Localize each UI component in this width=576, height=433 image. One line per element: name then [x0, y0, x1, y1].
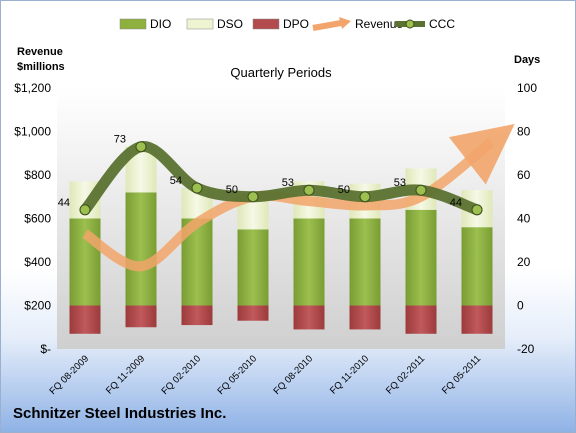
ccc-data-label: 44 [58, 197, 70, 209]
left-tick-label: $800 [24, 168, 51, 182]
legend-label-dso: DSO [217, 17, 243, 31]
dpo-bar [69, 305, 101, 334]
legend-swatch-dpo [252, 18, 280, 30]
company-name: Schnitzer Steel Industries Inc. [13, 405, 227, 422]
legend-swatch-revenue-arrowhead [339, 17, 351, 29]
left-tick-label: $600 [24, 212, 51, 226]
ccc-data-label: 50 [226, 184, 238, 196]
dpo-bar [181, 305, 213, 326]
dpo-bar [237, 305, 269, 321]
category-label: FQ 02-2010 [159, 353, 203, 397]
left-tick-label: $1,000 [14, 125, 51, 139]
category-label: FQ 05-2011 [440, 353, 483, 396]
legend-swatch-dso [186, 18, 214, 30]
ccc-data-label: 50 [338, 184, 350, 196]
legend-swatch-dio [119, 18, 147, 30]
left-tick-label: $200 [24, 299, 51, 313]
dio-bar [405, 209, 437, 306]
ccc-point [471, 204, 483, 216]
ccc-data-label: 54 [170, 175, 182, 187]
legend-label-dpo: DPO [283, 17, 309, 31]
right-tick-label: 40 [517, 212, 531, 226]
left-tick-label: $1,200 [14, 81, 51, 95]
category-label: FQ 08-2009 [47, 353, 91, 397]
category-label: FQ 05-2010 [215, 353, 259, 397]
plot-area [57, 88, 505, 349]
left-tick-label: $- [40, 342, 51, 356]
right-tick-label: -20 [517, 342, 535, 356]
lines [79, 123, 515, 272]
ccc-point [135, 141, 147, 153]
dio-bar [349, 218, 381, 306]
left-tick-label: $400 [24, 255, 51, 269]
right-tick-label: 100 [517, 81, 537, 95]
legend-label-dio: DIO [150, 17, 171, 31]
ccc-data-label: 53 [282, 177, 294, 189]
dpo-bar [125, 305, 157, 328]
legend-swatch-revenue [312, 20, 342, 31]
ccc-point [359, 191, 371, 203]
right-tick-label: 0 [517, 299, 524, 313]
category-label: FQ 11-2010 [328, 353, 371, 396]
legend-label-revenue: Revenue [355, 17, 403, 31]
chart-title: Quarterly Periods [230, 65, 332, 80]
left-axis-title: $millions [17, 61, 65, 73]
ccc-point [79, 204, 91, 216]
left-axis-title: Revenue [17, 46, 63, 58]
dpo-bar [461, 305, 493, 334]
dio-bar [237, 229, 269, 306]
category-label: FQ 08-2010 [271, 353, 315, 397]
ccc-point [303, 184, 315, 196]
dio-bar [293, 218, 325, 306]
right-tick-label: 80 [517, 125, 531, 139]
dio-bar [125, 192, 157, 306]
ccc-data-label: 44 [450, 197, 462, 209]
ccc-point [191, 182, 203, 194]
right-tick-label: 60 [517, 168, 531, 182]
legend-swatch-ccc-marker [405, 19, 415, 29]
legend: DIO DSO DPO Revenue CCC [119, 17, 455, 31]
dpo-bar [349, 305, 381, 330]
ccc-data-label: 53 [394, 177, 406, 189]
ccc-data-label: 73 [114, 134, 126, 146]
right-axis-title: Days [514, 54, 540, 66]
ccc-point [247, 191, 259, 203]
data-labels: 44 73 54 50 53 50 53 44 [58, 134, 462, 209]
category-label: FQ 02-2011 [384, 353, 427, 396]
dio-bar [69, 218, 101, 306]
dpo-bar [293, 305, 325, 330]
dpo-bar [405, 305, 437, 334]
right-tick-label: 20 [517, 255, 531, 269]
category-label: FQ 11-2009 [104, 353, 147, 396]
ccc-point [415, 184, 427, 196]
bars [69, 146, 493, 334]
legend-label-ccc: CCC [429, 17, 455, 31]
dio-bar [461, 227, 493, 306]
